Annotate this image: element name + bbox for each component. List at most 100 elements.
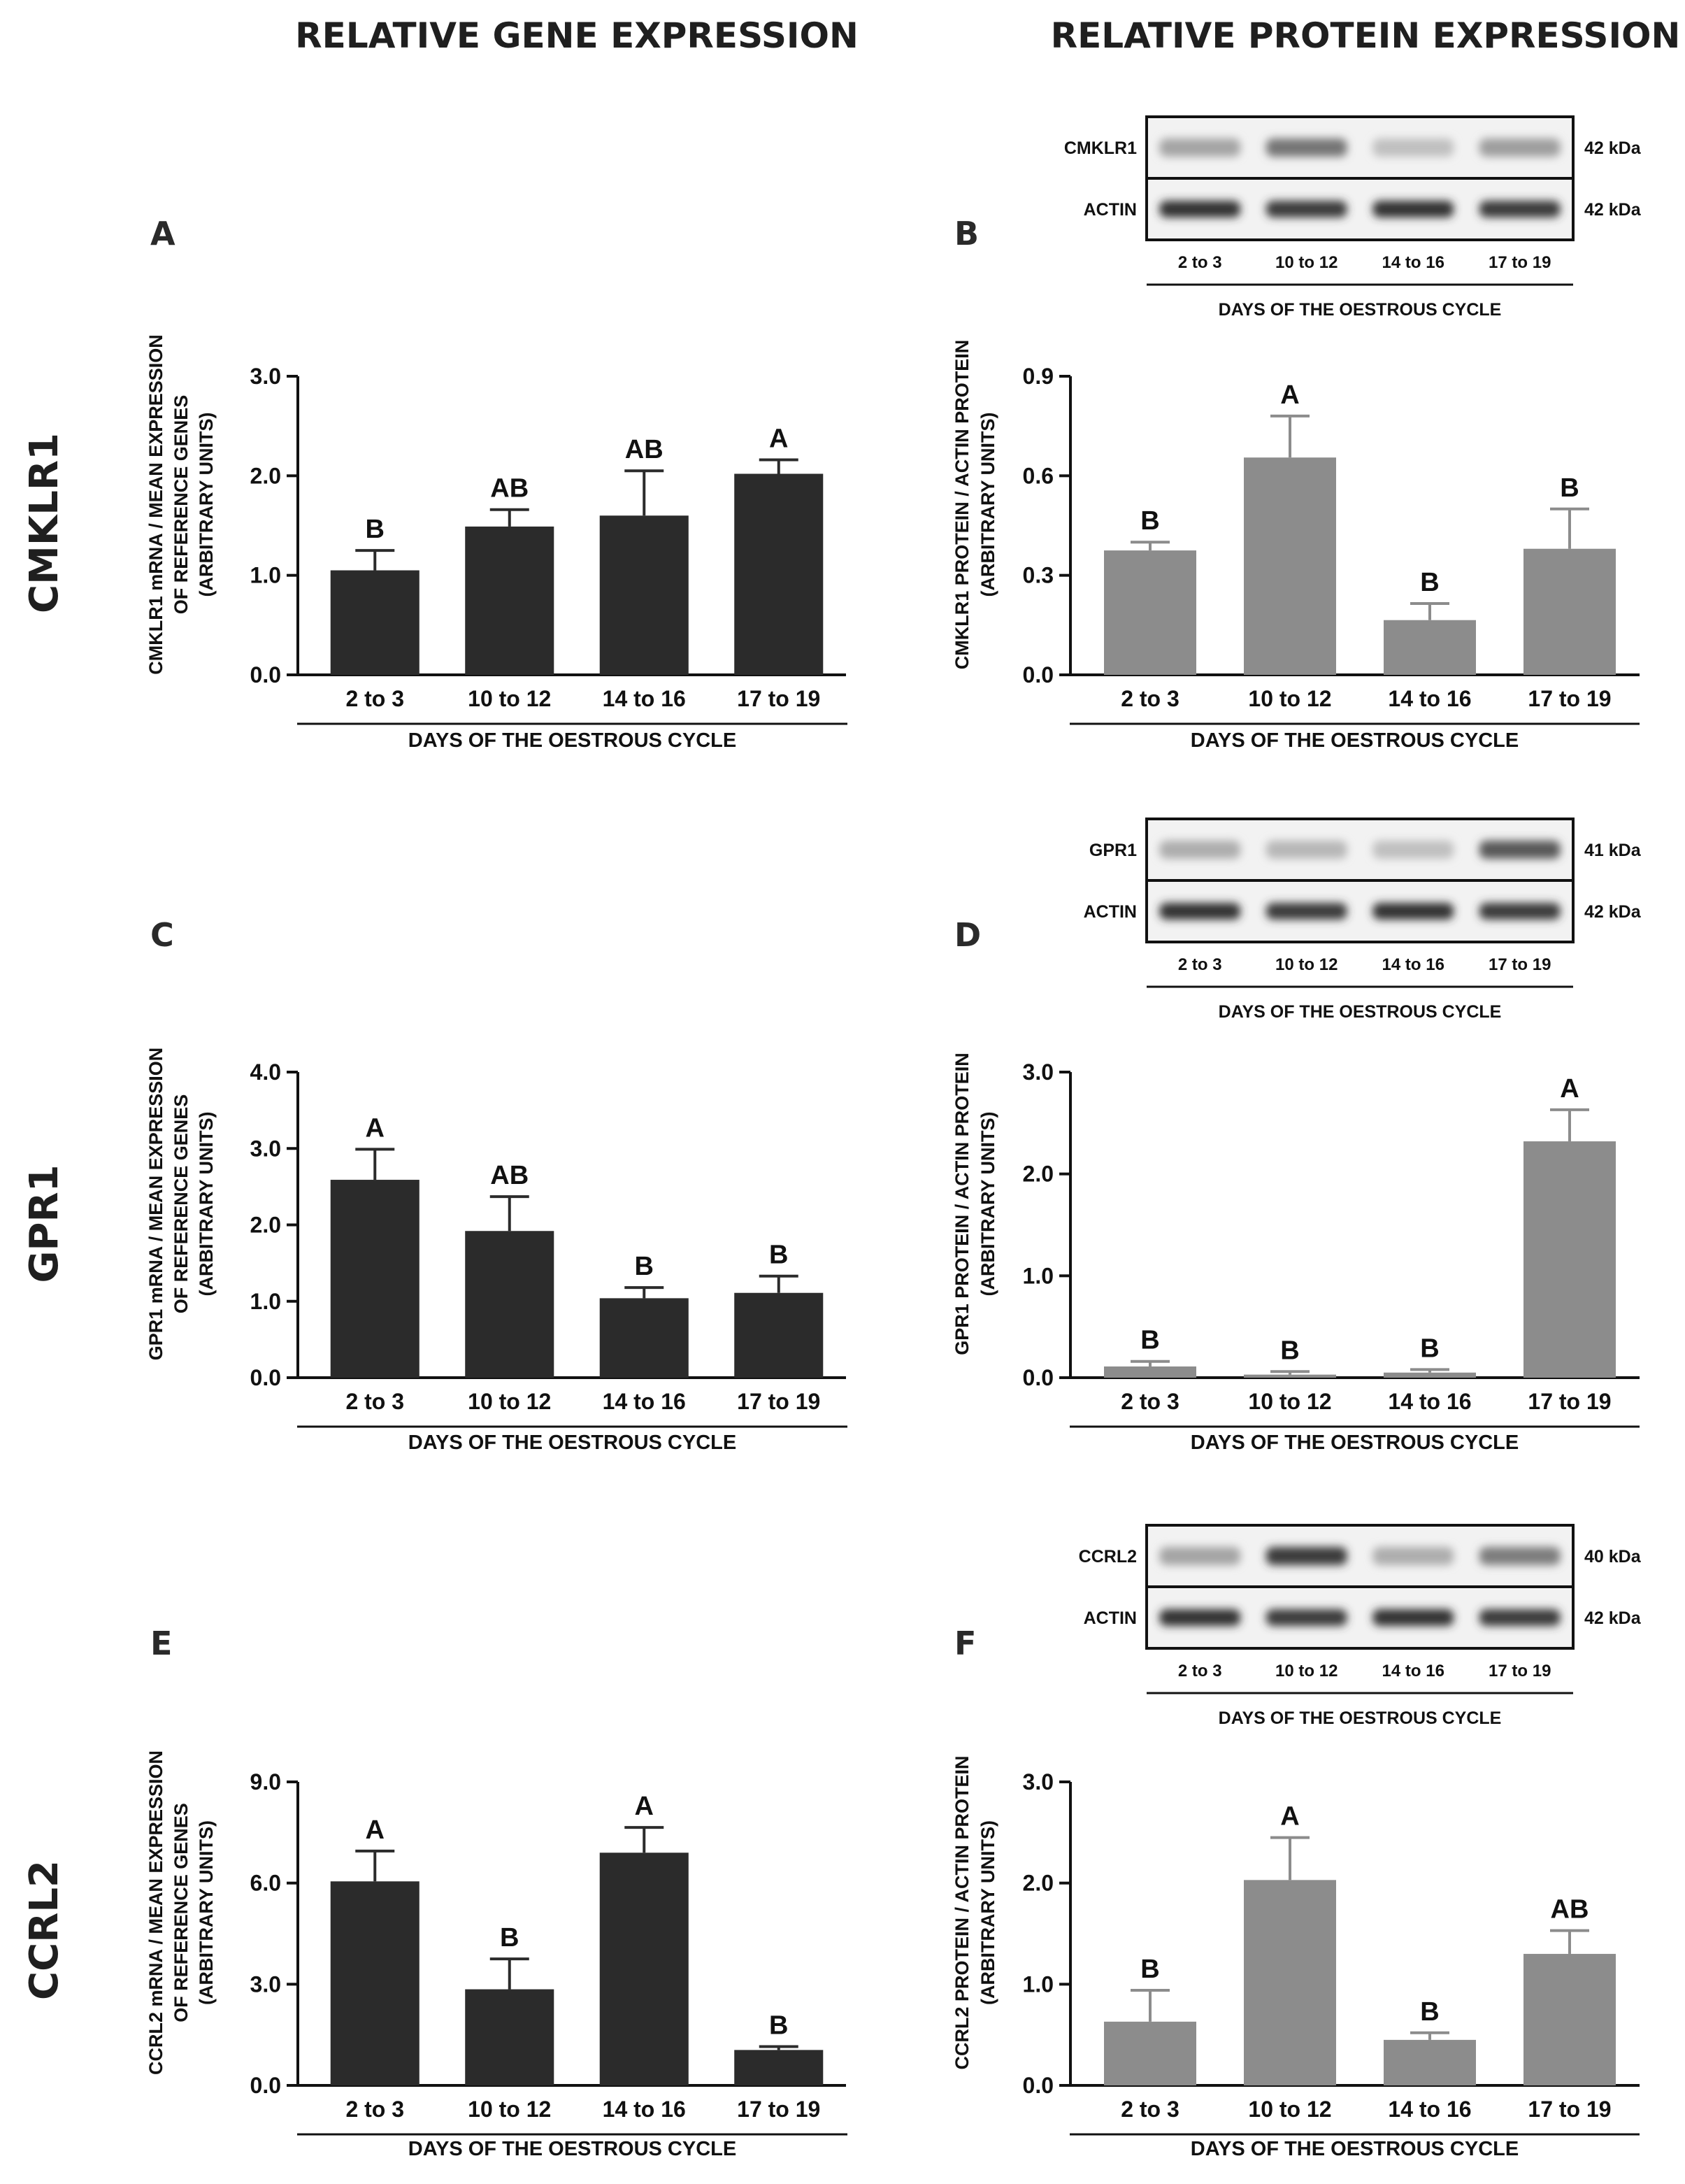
bar [734,2050,824,2085]
y-tick-label: 4.0 [250,1059,281,1085]
panel-letter: F [954,1625,976,1662]
y-tick-label: 3.0 [250,364,281,389]
significance-letter: B [769,2011,788,2041]
y-tick-label: 2.0 [250,1213,281,1238]
significance-letter: AB [1551,1895,1589,1925]
target-band [1372,841,1454,859]
actin-band [1372,1609,1454,1626]
significance-letter: A [1280,380,1299,410]
y-tick-label: 1.0 [1023,1263,1054,1288]
actin-band [1265,903,1347,920]
chart-panel-d: D 0.0 1.0 2.0 3.0 GPR1 PROTEIN / ACTIN PROTEI… [952,916,1640,1454]
x-tick-label: 17 to 19 [737,2097,820,2122]
bar [734,473,824,675]
target-band [1159,841,1241,859]
blot-actin-label: ACTIN [1084,902,1137,922]
target-band [1265,138,1347,157]
chart-panel-f: F 0.0 1.0 2.0 3.0 CCRL2 PROTEIN / ACTIN PROTE… [952,1625,1640,2160]
bar [599,515,689,675]
chart-panel-c: C 0.0 1.0 2.0 3.0 4.0 GPR1 mRNA / MEAN EXPRESS… [145,916,847,1454]
x-axis-label: DAYS OF THE OESTROUS CYCLE [1191,729,1519,752]
bar [330,1881,420,2085]
bar [1384,620,1476,675]
blot-cmklr1: CMKLR1 ACTIN 42 kDa 42 kDa 2 to 3 10 to 12 14 … [1064,115,1642,320]
y-axis-label: GPR1 mRNA / MEAN EXPRESSION [145,1048,166,1361]
y-tick-label: 1.0 [250,563,281,588]
x-axis-label: DAYS OF THE OESTROUS CYCLE [408,2138,736,2160]
blot-lane-label: 10 to 12 [1275,253,1338,272]
y-tick-label: 0.0 [250,2073,281,2098]
blot-target-kda: 40 kDa [1584,1547,1642,1566]
blot-lane-label: 17 to 19 [1489,1662,1551,1680]
actin-band [1479,201,1561,217]
x-tick-label: 14 to 16 [603,686,686,711]
target-band [1479,1547,1561,1565]
x-tick-label: 14 to 16 [1388,2097,1471,2122]
x-axis-label: DAYS OF THE OESTROUS CYCLE [1191,1432,1519,1454]
y-axis-label: CMKLR1 mRNA / MEAN EXPRESSION [145,334,166,675]
x-tick-label: 14 to 16 [603,1389,686,1414]
y-tick-label: 3.0 [250,1971,281,1997]
significance-letter: B [1420,1997,1439,2027]
blot-lane-label: 17 to 19 [1489,253,1551,272]
blot-actin-kda: 42 kDa [1584,200,1642,220]
blot-actin-kda: 42 kDa [1584,902,1642,922]
bar [330,570,420,675]
significance-letter: AB [625,435,664,464]
actin-band [1479,1609,1561,1626]
blot-actin-label: ACTIN [1084,200,1137,220]
x-tick-label: 10 to 12 [1248,2097,1331,2122]
y-axis-label: (ARBITRARY UNITS) [196,1820,217,2005]
significance-letter: B [366,515,385,544]
significance-letter: B [500,1923,519,1953]
protein-column-title: RELATIVE PROTEIN EXPRESSION [1051,15,1681,56]
y-tick-label: 2.0 [250,463,281,488]
significance-letter: B [1560,473,1579,503]
y-tick-label: 0.0 [1023,662,1054,687]
x-tick-label: 10 to 12 [1248,1389,1331,1414]
y-tick-label: 1.0 [250,1289,281,1314]
x-tick-label: 17 to 19 [1528,686,1611,711]
row-title-gpr1: GPR1 [22,1164,67,1283]
significance-letter: B [1280,1336,1299,1365]
x-axis-label: DAYS OF THE OESTROUS CYCLE [408,1432,736,1454]
y-axis-label: (ARBITRARY UNITS) [977,1112,998,1297]
bar [1244,457,1336,675]
x-tick-label: 17 to 19 [737,1389,820,1414]
bar-charts: A 0.0 1.0 2.0 3.0 CMKLR1 mRNA / MEAN EXPRESSI… [145,215,1640,2160]
bar [1384,1372,1476,1378]
blot-x-label: DAYS OF THE OESTROUS CYCLE [1219,1708,1502,1728]
x-tick-label: 2 to 3 [1121,2097,1180,2122]
x-tick-label: 10 to 12 [468,686,551,711]
bar [1244,1880,1336,2085]
blot-target-label: GPR1 [1089,841,1137,860]
y-tick-label: 0.6 [1023,463,1054,488]
bar [599,1853,689,2085]
blot-actin-kda: 42 kDa [1584,1608,1642,1628]
x-tick-label: 17 to 19 [737,686,820,711]
western-blots: CMKLR1 ACTIN 42 kDa 42 kDa 2 to 3 10 to 12 14 … [1064,115,1642,1728]
target-band [1159,138,1241,157]
x-tick-label: 14 to 16 [1388,686,1471,711]
blot-lane-label: 14 to 16 [1382,955,1444,974]
significance-letter: B [635,1252,654,1281]
actin-band [1265,201,1347,217]
bar [1523,1141,1616,1378]
y-axis-label: (ARBITRARY UNITS) [977,1820,998,2005]
gene-column-title: RELATIVE GENE EXPRESSION [295,15,859,56]
y-tick-label: 2.0 [1023,1871,1054,1896]
significance-letter: B [1140,506,1159,536]
x-axis-label: DAYS OF THE OESTROUS CYCLE [1191,2138,1519,2160]
y-axis-label: CCRL2 PROTEIN / ACTIN PROTEIN [952,1755,973,2069]
blot-x-label: DAYS OF THE OESTROUS CYCLE [1219,300,1502,320]
actin-band [1479,903,1561,920]
bar [734,1292,824,1378]
y-axis-label: OF REFERENCE GENES [171,395,192,615]
significance-letter: A [769,424,788,454]
row-title-ccrl2: CCRL2 [22,1860,67,2000]
x-tick-label: 2 to 3 [345,686,404,711]
panel-letter: B [954,215,979,252]
bar [1104,550,1196,675]
blot-lane-label: 10 to 12 [1275,955,1338,974]
blot-lane-label: 17 to 19 [1489,955,1551,974]
